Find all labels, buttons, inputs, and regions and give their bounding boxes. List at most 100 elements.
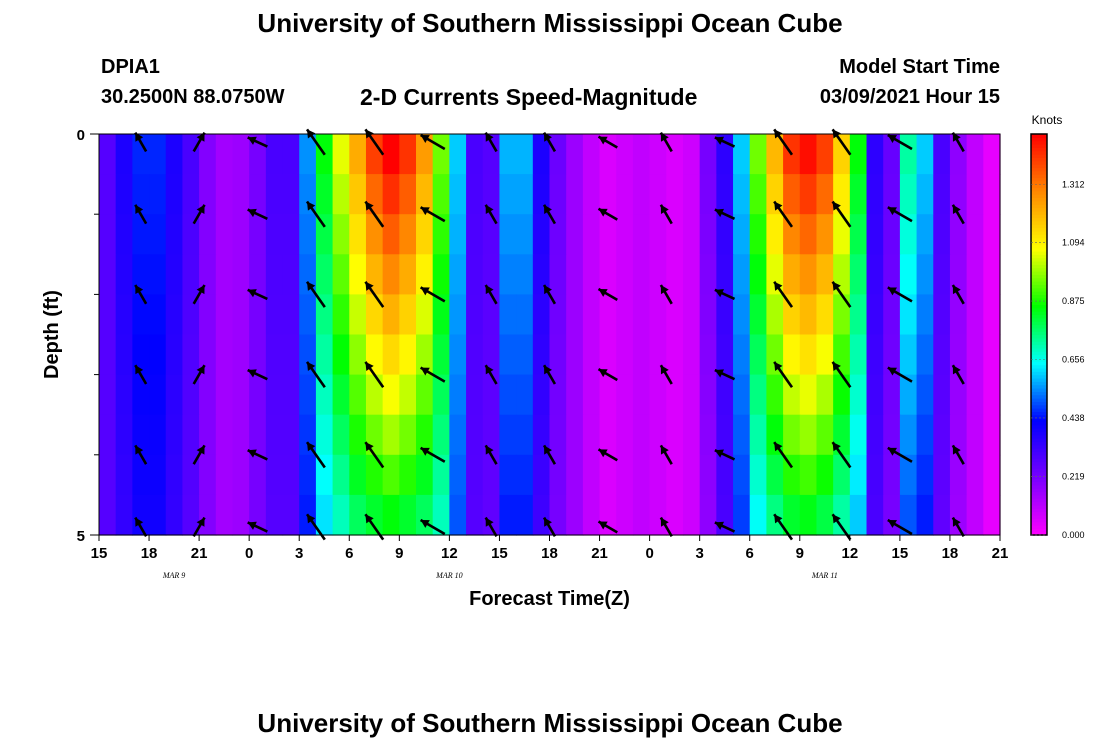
colorbar-tick-label: 0.875 (1062, 296, 1085, 306)
y-axis-label: Depth (ft) (41, 290, 63, 379)
current-vector (134, 516, 148, 538)
heatmap-cell (265, 294, 284, 336)
vector-arrowhead (660, 285, 669, 295)
heatmap-cell (432, 454, 450, 496)
colorbar-band (1031, 428, 1047, 433)
heatmap-cell (349, 454, 367, 496)
heatmap-cell (149, 214, 167, 255)
heatmap-cell (849, 334, 868, 376)
heatmap-cell (933, 494, 951, 536)
heatmap-cell (215, 494, 234, 536)
vector-arrowhead (247, 449, 257, 458)
colorbar-band (1031, 418, 1047, 422)
vector-arrowhead (660, 132, 669, 142)
heatmap-cell (249, 414, 267, 456)
heatmap-cell (499, 294, 517, 336)
colorbar-band (1031, 204, 1047, 209)
heatmap-cell (382, 294, 400, 336)
heatmap-cell (516, 254, 534, 295)
colorbar-band (1031, 297, 1047, 302)
heatmap-cell (199, 494, 217, 536)
heatmap-cell (416, 334, 434, 376)
colorbar-tick-label: 1.094 (1062, 238, 1085, 248)
colorbar-band (1031, 291, 1047, 295)
heatmap-cell (232, 134, 250, 175)
heatmap-cell (449, 454, 467, 496)
vector-arrowhead (544, 285, 552, 295)
colorbar-band (1031, 531, 1047, 536)
heatmap-cell (582, 494, 601, 536)
heatmap-cell (682, 334, 701, 376)
vector-arrowhead (307, 201, 316, 211)
heatmap-cell (883, 294, 901, 336)
heatmap-cell (282, 214, 300, 255)
heatmap-cell (115, 454, 133, 496)
heatmap-cell (649, 134, 667, 175)
heatmap-cell (99, 374, 117, 416)
heatmap-cell (849, 134, 868, 175)
current-vector (951, 131, 965, 153)
colorbar-band (1031, 414, 1047, 419)
vector-arrowhead (135, 204, 144, 214)
x-tick-label: 3 (695, 545, 703, 562)
heatmap-cell (733, 294, 751, 336)
heatmap-cell (766, 454, 784, 496)
heatmap-cell (399, 174, 417, 215)
heatmap-cell (916, 454, 934, 496)
heatmap-cell (933, 294, 951, 336)
heatmap-cell (849, 214, 868, 255)
heatmap-cell (182, 254, 200, 295)
current-vector (951, 284, 965, 305)
heatmap-cell (232, 494, 250, 536)
heatmap-cell (99, 134, 117, 175)
heatmap-cell (966, 214, 984, 255)
heatmap-cell (632, 294, 651, 336)
heatmap-cell (165, 294, 184, 336)
heatmap-cell (199, 454, 217, 496)
vector-arrowhead (952, 132, 961, 142)
current-vector (714, 288, 736, 301)
heatmap-cell (783, 494, 801, 536)
vector-arrowhead (135, 132, 144, 142)
heatmap-cell (265, 414, 284, 456)
heatmap-cell (816, 294, 834, 336)
heatmap-cell (466, 374, 484, 416)
current-vector (773, 441, 794, 469)
heatmap-cell (716, 254, 734, 295)
heatmap-cell (566, 174, 584, 215)
heatmap-cell (983, 254, 1001, 295)
colorbar-band (1031, 157, 1047, 162)
colorbar-band (1031, 194, 1047, 199)
colorbar-band (1031, 454, 1047, 459)
heatmap-cell (149, 494, 167, 536)
heatmap-cell (749, 174, 768, 215)
heatmap-cell (849, 254, 868, 295)
heatmap-cell (399, 334, 417, 376)
colorbar-band (1031, 514, 1047, 519)
current-vector (714, 208, 736, 220)
vector-arrowhead (774, 201, 783, 211)
heatmap-cell (449, 494, 467, 536)
heatmap-cell (149, 134, 167, 175)
current-vector (192, 131, 206, 153)
current-vector (305, 200, 326, 228)
heatmap-cell (566, 294, 584, 336)
vector-arrowhead (485, 445, 494, 455)
vector-arrowhead (135, 365, 144, 375)
colorbar-band (1031, 394, 1047, 399)
colorbar-band (1031, 387, 1047, 392)
heatmap-cell (132, 374, 150, 416)
current-vector (542, 204, 557, 225)
heatmap-cell (666, 454, 684, 496)
heatmap-cell (866, 174, 884, 215)
heatmap-cell (265, 254, 284, 295)
colorbar-band (1031, 187, 1047, 192)
current-vector (714, 136, 736, 148)
heatmap-cell (616, 294, 634, 336)
heatmap-cell (482, 414, 501, 456)
current-vector (714, 521, 736, 533)
heatmap-cell (466, 134, 484, 175)
x-tick-label: 12 (841, 545, 858, 562)
heatmap-cell (466, 454, 484, 496)
heatmap-cell (399, 454, 417, 496)
